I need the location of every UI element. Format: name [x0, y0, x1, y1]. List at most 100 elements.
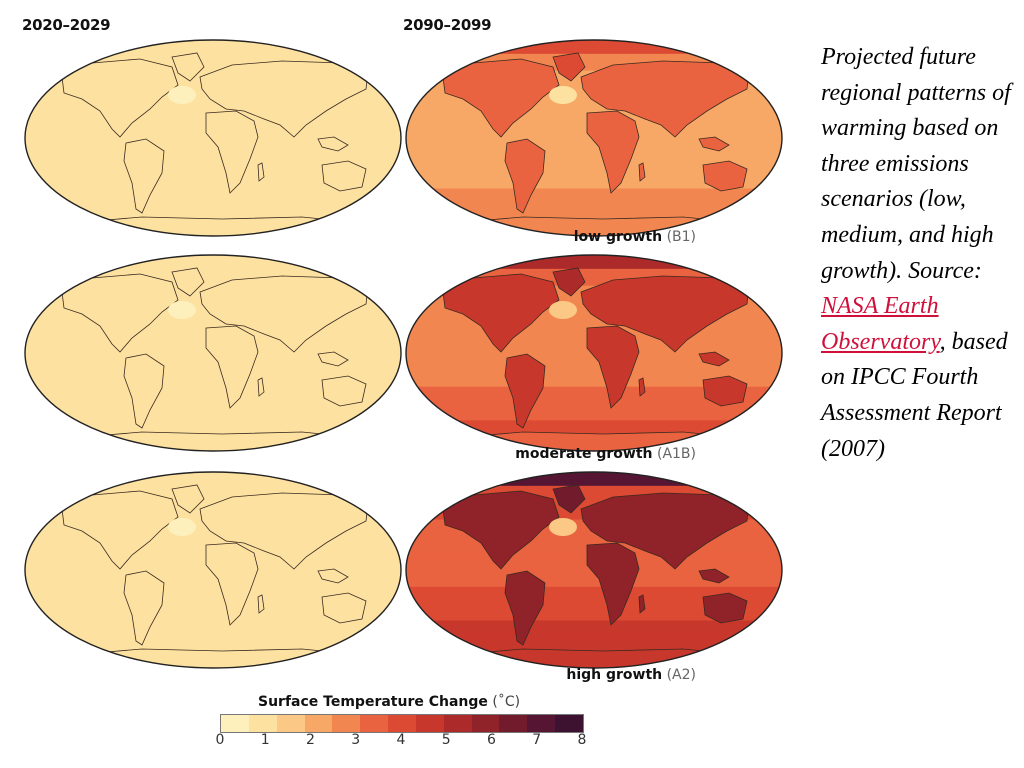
scenario-name: low growth [573, 229, 663, 245]
color-step-1 [248, 715, 277, 732]
continent-eurasia [199, 275, 369, 353]
continent-australia [702, 160, 748, 192]
continent-madagascar [638, 162, 646, 182]
continent-africa [205, 542, 259, 626]
temperature-band [25, 171, 401, 190]
temperature-band [406, 570, 782, 588]
continent-madagascar [638, 377, 646, 397]
temperature-band [406, 586, 782, 605]
color-step-10 [499, 715, 528, 732]
color-step-3 [304, 715, 333, 732]
continent-northAmerica [61, 490, 179, 570]
temperature-band [25, 570, 401, 588]
continent-eurasia [580, 275, 750, 353]
continent-northAmerica [61, 273, 179, 353]
continent-eurasia [199, 492, 369, 570]
continent-africa [586, 542, 640, 626]
scenario-code: (B1) [666, 229, 696, 245]
figure-caption: Projected future regional patterns of wa… [821, 40, 1016, 467]
continent-madagascar [257, 377, 265, 397]
caption-text-after: , based on IPCC Fourth Assessment Report… [821, 328, 1008, 462]
continent-seAsia [698, 136, 730, 152]
tick-label: 0 [215, 732, 225, 748]
continent-southAmerica [504, 570, 546, 646]
continent-southAmerica [123, 570, 165, 646]
continent-greenland [171, 484, 205, 514]
legend-title: Surface Temperature Change (˚C) [258, 694, 520, 710]
temperature-band [25, 620, 401, 639]
continent-seAsia [698, 351, 730, 367]
color-step-9 [471, 715, 500, 732]
continent-africa [586, 325, 640, 409]
color-scale-bar [220, 714, 584, 733]
temperature-band [25, 603, 401, 622]
continent-australia [702, 592, 748, 624]
temperature-band [406, 154, 782, 173]
tick-label: 7 [532, 732, 542, 748]
tick-label: 1 [260, 732, 270, 748]
color-step-2 [276, 715, 305, 732]
continent-southAmerica [504, 353, 546, 429]
north-atlantic-patch [168, 518, 196, 536]
temperature-band [25, 369, 401, 388]
map-outline [24, 39, 402, 237]
scenario-code: (A2) [666, 667, 696, 683]
temperature-band [406, 620, 782, 639]
map-outline [24, 254, 402, 452]
continent-eurasia [199, 60, 369, 138]
temperature-band [25, 138, 401, 156]
continent-northAmerica [61, 58, 179, 138]
continent-greenland [171, 267, 205, 297]
world-map-svg [405, 471, 783, 669]
scenario-name: moderate growth [515, 446, 653, 462]
color-step-0 [221, 715, 249, 732]
scenario-label-low: low growth (B1) [574, 229, 696, 245]
tick-label: 4 [396, 732, 406, 748]
temperature-band [25, 353, 401, 371]
period-label-2020s: 2020–2029 [22, 16, 111, 34]
caption-text-before: Projected future regional patterns of wa… [821, 44, 1011, 284]
temperature-band [406, 603, 782, 622]
world-map-svg [405, 254, 783, 452]
world-map-svg [24, 471, 402, 669]
source-link[interactable]: NASA Earth Observatory [821, 293, 940, 355]
world-map-svg [24, 254, 402, 452]
continent-madagascar [257, 594, 265, 614]
period-label-2090s: 2090–2099 [403, 16, 492, 34]
continent-southAmerica [504, 138, 546, 214]
north-atlantic-patch [168, 301, 196, 319]
temperature-band [406, 171, 782, 190]
continent-madagascar [638, 594, 646, 614]
continent-northAmerica [442, 273, 560, 353]
continent-northAmerica [442, 58, 560, 138]
color-step-11 [527, 715, 556, 732]
temperature-band [25, 586, 401, 605]
continent-southAmerica [123, 353, 165, 429]
north-atlantic-patch [549, 518, 577, 536]
temperature-band [406, 138, 782, 156]
continent-africa [586, 110, 640, 194]
continent-greenland [552, 52, 586, 82]
continent-southAmerica [123, 138, 165, 214]
temperature-band [406, 188, 782, 207]
map-moderate-2090s [403, 252, 785, 454]
continent-australia [702, 375, 748, 407]
tick-label: 8 [577, 732, 587, 748]
continent-greenland [552, 484, 586, 514]
color-step-5 [360, 715, 389, 732]
temperature-band [25, 154, 401, 173]
map-outline [24, 471, 402, 669]
map-moderate-2020s [22, 252, 404, 454]
north-atlantic-patch [549, 86, 577, 104]
map-high-2090s [403, 469, 785, 671]
tick-label: 3 [351, 732, 361, 748]
continent-eurasia [580, 492, 750, 570]
color-step-12 [555, 715, 583, 732]
world-map-svg [24, 39, 402, 237]
continent-greenland [552, 267, 586, 297]
continent-africa [205, 325, 259, 409]
temperature-band [25, 403, 401, 422]
temperature-band [406, 403, 782, 422]
continent-seAsia [317, 568, 349, 584]
tick-label: 5 [441, 732, 451, 748]
